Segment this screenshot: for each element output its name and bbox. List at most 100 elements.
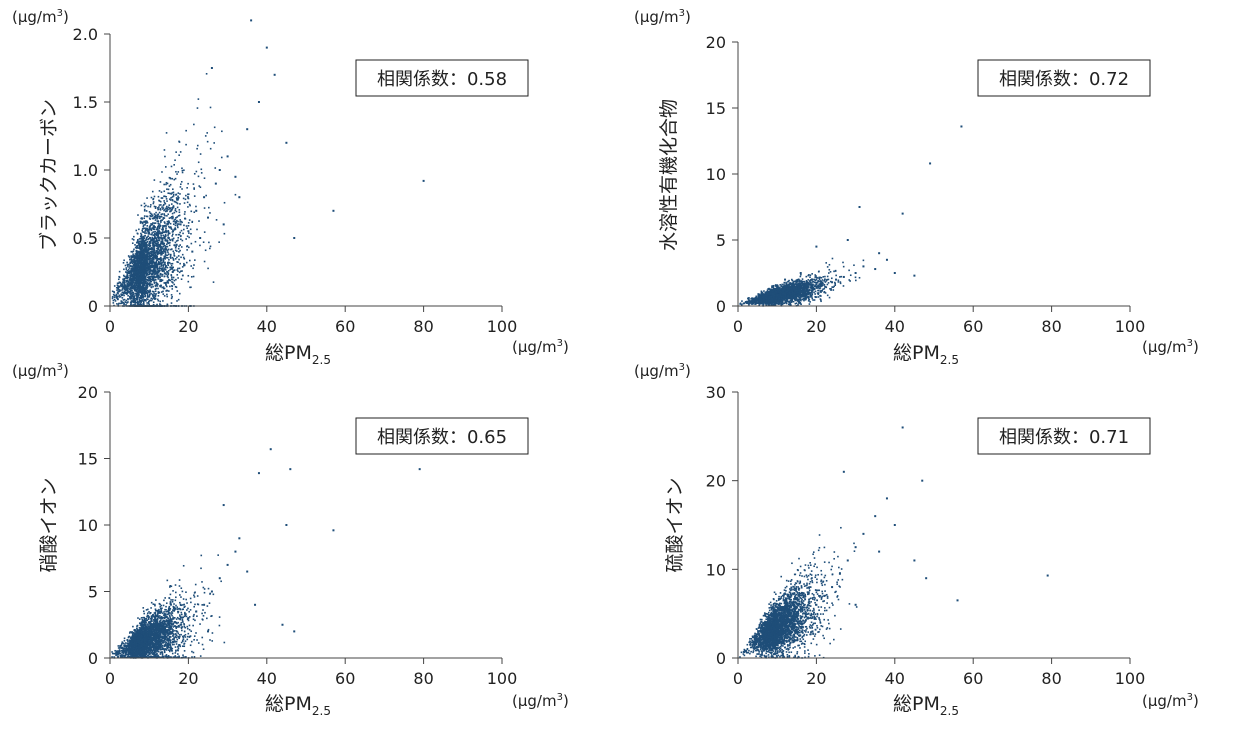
data-point bbox=[112, 298, 114, 300]
data-point bbox=[151, 197, 153, 199]
data-point bbox=[145, 220, 147, 222]
data-point bbox=[166, 188, 168, 190]
data-point bbox=[146, 225, 148, 227]
data-point bbox=[166, 271, 168, 273]
data-point bbox=[809, 301, 811, 303]
data-point bbox=[177, 237, 179, 239]
data-point bbox=[150, 256, 152, 258]
data-point bbox=[145, 266, 147, 268]
data-point bbox=[161, 206, 163, 208]
data-point bbox=[121, 294, 123, 296]
data-point bbox=[156, 250, 158, 252]
data-point bbox=[166, 200, 168, 202]
data-point bbox=[148, 304, 150, 306]
data-point bbox=[122, 281, 124, 283]
data-point bbox=[171, 228, 173, 230]
data-point bbox=[186, 246, 188, 248]
data-point bbox=[167, 304, 169, 306]
data-point bbox=[160, 254, 162, 256]
data-point bbox=[136, 265, 138, 267]
data-point bbox=[154, 296, 156, 298]
data-point bbox=[159, 276, 161, 278]
data-point bbox=[184, 213, 186, 215]
data-point bbox=[171, 302, 173, 304]
data-point bbox=[155, 293, 157, 295]
data-point bbox=[160, 259, 162, 261]
data-point bbox=[152, 223, 154, 225]
data-point bbox=[149, 267, 151, 269]
data-point bbox=[157, 223, 159, 225]
data-point bbox=[165, 232, 167, 234]
data-point bbox=[142, 253, 144, 255]
data-point bbox=[151, 300, 153, 302]
data-point bbox=[808, 294, 810, 296]
data-point bbox=[163, 200, 165, 202]
data-point bbox=[118, 303, 120, 305]
data-point bbox=[186, 187, 188, 189]
data-point bbox=[155, 277, 157, 279]
y-tick-label: 1.5 bbox=[73, 93, 98, 112]
data-point bbox=[153, 270, 155, 272]
data-point bbox=[175, 171, 177, 173]
data-point bbox=[136, 275, 138, 277]
data-point bbox=[178, 192, 180, 194]
data-point bbox=[177, 225, 179, 227]
data-point bbox=[171, 276, 173, 278]
data-point bbox=[190, 211, 192, 213]
data-point bbox=[157, 299, 159, 301]
data-point bbox=[151, 283, 153, 285]
data-point bbox=[840, 283, 842, 285]
data-point bbox=[176, 244, 178, 246]
data-point bbox=[169, 185, 171, 187]
data-point bbox=[151, 251, 153, 253]
data-point bbox=[216, 219, 218, 221]
y-tick-label: 0 bbox=[88, 297, 98, 316]
data-point bbox=[151, 232, 153, 234]
data-point bbox=[130, 302, 132, 304]
data-point bbox=[134, 260, 136, 262]
data-point bbox=[165, 249, 167, 251]
data-point bbox=[159, 268, 161, 270]
data-point bbox=[146, 210, 148, 212]
data-point bbox=[135, 263, 137, 265]
data-point bbox=[137, 239, 139, 241]
data-point bbox=[143, 286, 145, 288]
data-point bbox=[843, 266, 845, 268]
data-point bbox=[170, 184, 172, 186]
data-point bbox=[142, 251, 144, 253]
data-point bbox=[143, 256, 145, 258]
data-point bbox=[144, 250, 146, 252]
data-point bbox=[138, 251, 140, 253]
data-point bbox=[149, 300, 151, 302]
data-point bbox=[125, 289, 127, 291]
data-point bbox=[168, 253, 170, 255]
data-point bbox=[828, 269, 830, 271]
data-point bbox=[143, 299, 145, 301]
data-point bbox=[153, 275, 155, 277]
data-point bbox=[173, 277, 175, 279]
data-point bbox=[132, 292, 134, 294]
data-point bbox=[167, 267, 169, 269]
data-point bbox=[285, 142, 287, 144]
data-point bbox=[167, 252, 169, 254]
data-point bbox=[158, 200, 160, 202]
data-point bbox=[170, 217, 172, 219]
data-point bbox=[163, 258, 165, 260]
data-point bbox=[190, 233, 192, 235]
data-point bbox=[135, 272, 137, 274]
data-point bbox=[176, 290, 178, 292]
data-point bbox=[293, 237, 295, 239]
data-point bbox=[824, 276, 826, 278]
data-point bbox=[166, 182, 168, 184]
data-point bbox=[130, 255, 132, 257]
data-point bbox=[154, 282, 156, 284]
data-point bbox=[218, 241, 220, 243]
data-point bbox=[193, 264, 195, 266]
data-point bbox=[157, 269, 159, 271]
data-point bbox=[114, 299, 116, 301]
data-point bbox=[151, 248, 153, 250]
data-point bbox=[125, 286, 127, 288]
data-point bbox=[162, 265, 164, 267]
data-point bbox=[207, 141, 209, 143]
data-point bbox=[138, 241, 140, 243]
